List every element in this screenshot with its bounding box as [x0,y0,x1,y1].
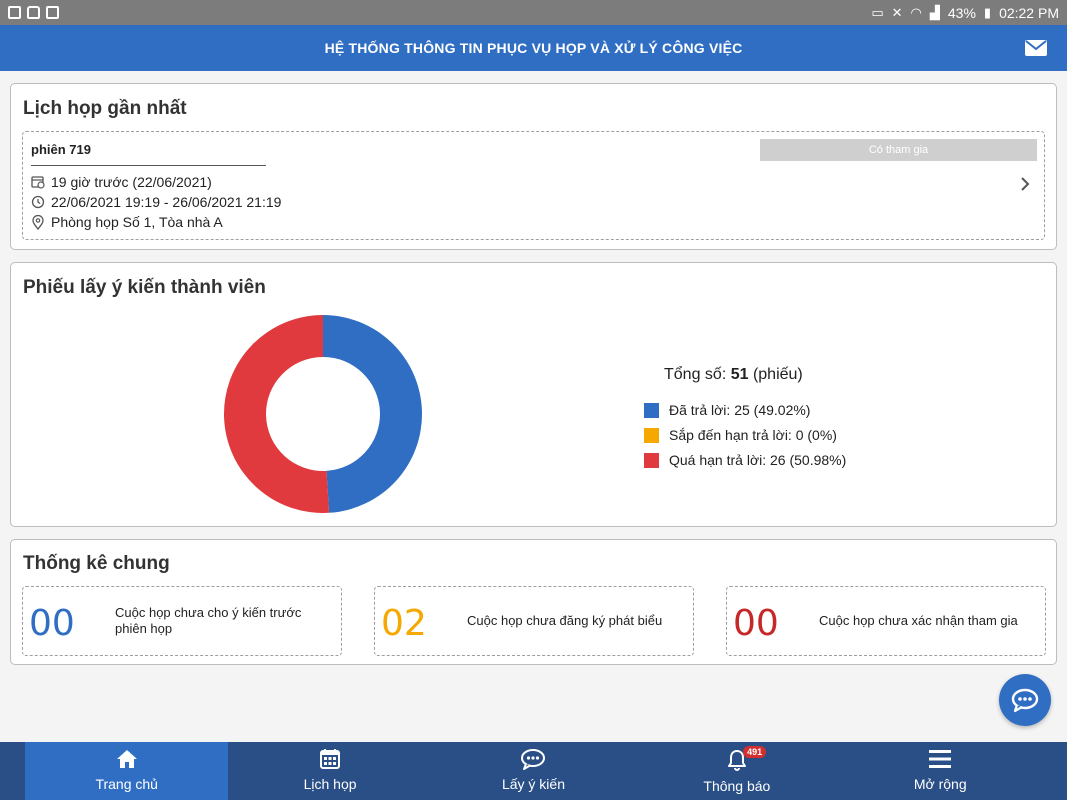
nav-item-opinion[interactable]: Lấy ý kiến [432,742,635,800]
signal-icon: ▟ [929,4,940,20]
chat-fab-button[interactable] [999,674,1051,726]
bag-notification-icon [27,6,40,19]
bottom-navigation: Trang chủ Lịch họp Lấy ý kiến 491 Thông … [0,742,1067,800]
mail-icon[interactable] [1025,40,1047,56]
battery-percent: 43% [947,4,976,21]
legend-item-answered: Đã trả lời: 25 (49.02%) [644,402,810,418]
stat-label: Cuộc họp chưa đăng ký phát biểu [467,613,663,628]
meeting-time-row: 22/06/2021 19:19 - 26/06/2021 21:19 [31,194,281,210]
stats-title: Thống kê chung [23,553,170,574]
poll-total-prefix: Tổng số: [664,366,731,383]
bell-icon [727,750,746,771]
chat-icon [521,749,546,770]
status-bar-system: ▭ ✕ ◠ ▟ 43% ▮ 02:22 PM [871,5,1059,21]
nav-label: Trang chủ [95,776,158,792]
home-icon [116,750,137,768]
image-notification-icon [8,6,21,19]
legend-swatch-due-soon [644,427,659,443]
legend-item-overdue: Quá hạn trả lời: 26 (50.98%) [644,452,846,468]
donut-slice-answered [323,315,422,513]
poll-donut-chart [223,315,422,513]
stat-value: 02 [381,603,427,644]
poll-title: Phiếu lấy ý kiến thành viên [23,277,266,298]
meeting-location: Phòng họp Số 1, Tòa nhà A [51,214,223,230]
poll-card: Phiếu lấy ý kiến thành viên Tổng số: 51 … [10,262,1057,527]
meeting-location-row: Phòng họp Số 1, Tòa nhà A [31,214,223,230]
stat-label: Cuộc họp chưa cho ý kiến trước phiên họp [115,605,302,636]
calendar-clock-icon [31,176,45,189]
nav-label: Lịch họp [303,776,357,792]
app-header: HỆ THỐNG THÔNG TIN PHỤC VỤ HỌP VÀ XỬ LÝ … [0,25,1067,71]
notification-count-badge: 491 [743,746,767,758]
calendar-icon [320,749,341,769]
chat-bubble-icon [1011,688,1039,713]
meeting-created-row: 19 giờ trước (22/06/2021) [31,174,212,190]
stat-label: Cuộc họp chưa xác nhận tham gia [819,613,1018,628]
battery-icon: ▮ [983,4,992,20]
legend-label-answered: Đã trả lời: 25 (49.02%) [669,402,811,418]
calendar-notification-icon [46,6,59,19]
recent-meeting-card: Lịch họp gần nhất phiên 719 Có tham gia … [10,83,1057,250]
legend-label-overdue: Quá hạn trả lời: 26 (50.98%) [669,452,847,468]
menu-icon [929,750,952,768]
stat-no-attendance-confirmation[interactable]: 00 Cuộc họp chưa xác nhận tham gia [726,586,1046,656]
stat-no-opinion[interactable]: 00 Cuộc họp chưa cho ý kiến trước phiên … [22,586,342,656]
meeting-created: 19 giờ trước (22/06/2021) [51,174,212,190]
stat-no-speech-registration[interactable]: 02 Cuộc họp chưa đăng ký phát biểu [374,586,694,656]
cast-icon: ▭ [871,4,884,20]
location-pin-icon [32,214,44,230]
poll-total-value: 51 [730,366,749,383]
wifi-icon: ◠ [910,4,922,20]
stat-value: 00 [733,603,779,644]
meeting-item[interactable]: phiên 719 Có tham gia 19 giờ trước (22/0… [22,131,1045,240]
clock: 02:22 PM [999,4,1059,21]
meeting-divider [31,165,266,166]
nav-label: Thông báo [703,778,771,794]
donut-slice-overdue [223,315,330,513]
status-bar-notifications [8,6,59,19]
nav-item-more[interactable]: Mở rộng [839,742,1042,800]
nav-label: Lấy ý kiến [501,776,565,792]
mute-icon: ✕ [891,4,903,20]
stats-card: Thống kê chung 00 Cuộc họp chưa cho ý ki… [10,539,1057,665]
nav-label: Mở rộng [913,776,967,792]
app-title: HỆ THỐNG THÔNG TIN PHỤC VỤ HỌP VÀ XỬ LÝ … [324,40,743,56]
legend-swatch-answered [644,402,659,418]
recent-meeting-title: Lịch họp gần nhất [23,98,187,119]
legend-item-due-soon: Sắp đến hạn trả lời: 0 (0%) [644,427,837,443]
legend-label-due-soon: Sắp đến hạn trả lời: 0 (0%) [669,427,837,443]
status-bar: ▭ ✕ ◠ ▟ 43% ▮ 02:22 PM [0,0,1067,25]
nav-item-calendar[interactable]: Lịch họp [228,742,431,800]
clock-icon [31,195,45,209]
poll-total: Tổng số: 51 (phiếu) [664,366,803,384]
stat-value: 00 [29,603,75,644]
nav-item-home[interactable]: Trang chủ [25,742,229,800]
poll-total-suffix: (phiếu) [748,366,803,383]
chevron-right-icon[interactable] [1020,176,1030,192]
legend-swatch-overdue [644,452,659,468]
attendance-status-badge: Có tham gia [760,139,1037,161]
nav-item-notifications[interactable]: 491 Thông báo [635,742,838,800]
meeting-name: phiên 719 [31,142,91,157]
meeting-time-range: 22/06/2021 19:19 - 26/06/2021 21:19 [51,194,282,210]
